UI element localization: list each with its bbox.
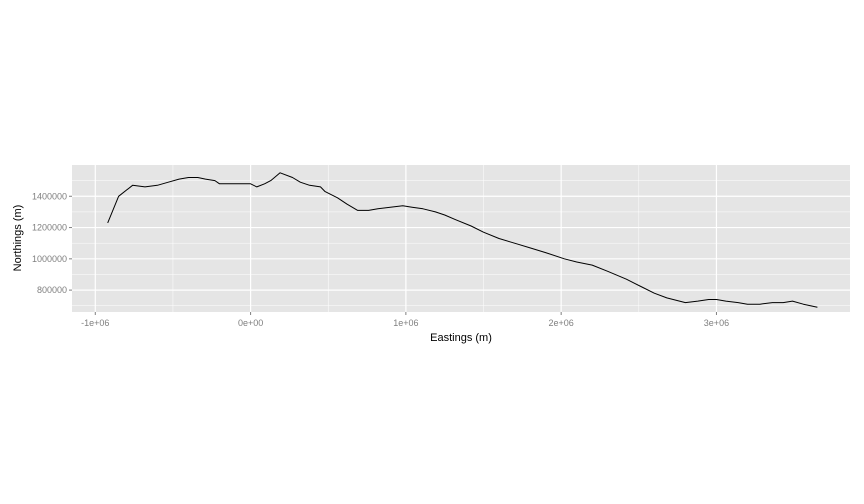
x-tick-label: 1e+06 [393,318,418,328]
series-line [107,172,818,308]
y-axis: 800000 1000000 1200000 1400000 [32,191,72,295]
y-tick-label: 1400000 [32,191,67,201]
y-axis-title: Northings (m) [12,205,24,272]
y-tick-label: 1000000 [32,254,67,264]
x-tick-label: -1e+06 [81,318,109,328]
y-tick-label: 1200000 [32,223,67,233]
plot-panel [72,165,850,312]
grid-minor-lines [72,165,850,312]
x-axis-title: Eastings (m) [430,332,492,344]
x-tick-label: 2e+06 [549,318,574,328]
x-tick-label: 3e+06 [704,318,729,328]
y-tick-label: 800000 [37,285,67,295]
series-layer [107,172,818,308]
x-axis: -1e+06 0e+00 1e+06 2e+06 3e+06 [81,312,729,328]
x-tick-label: 0e+00 [238,318,263,328]
grid-major-lines [72,165,850,312]
